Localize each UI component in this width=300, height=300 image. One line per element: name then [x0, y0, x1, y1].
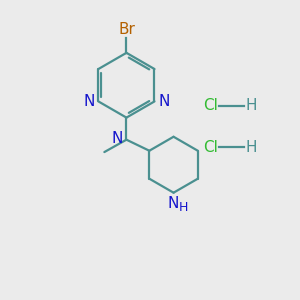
Text: Br: Br	[118, 22, 135, 37]
Text: Cl: Cl	[203, 98, 218, 113]
Text: Cl: Cl	[203, 140, 218, 154]
Text: N: N	[112, 131, 123, 146]
Text: H: H	[246, 140, 257, 154]
Text: H: H	[246, 98, 257, 113]
Text: H: H	[178, 201, 188, 214]
Text: N: N	[168, 196, 179, 211]
Text: N: N	[83, 94, 95, 109]
Text: N: N	[158, 94, 169, 109]
